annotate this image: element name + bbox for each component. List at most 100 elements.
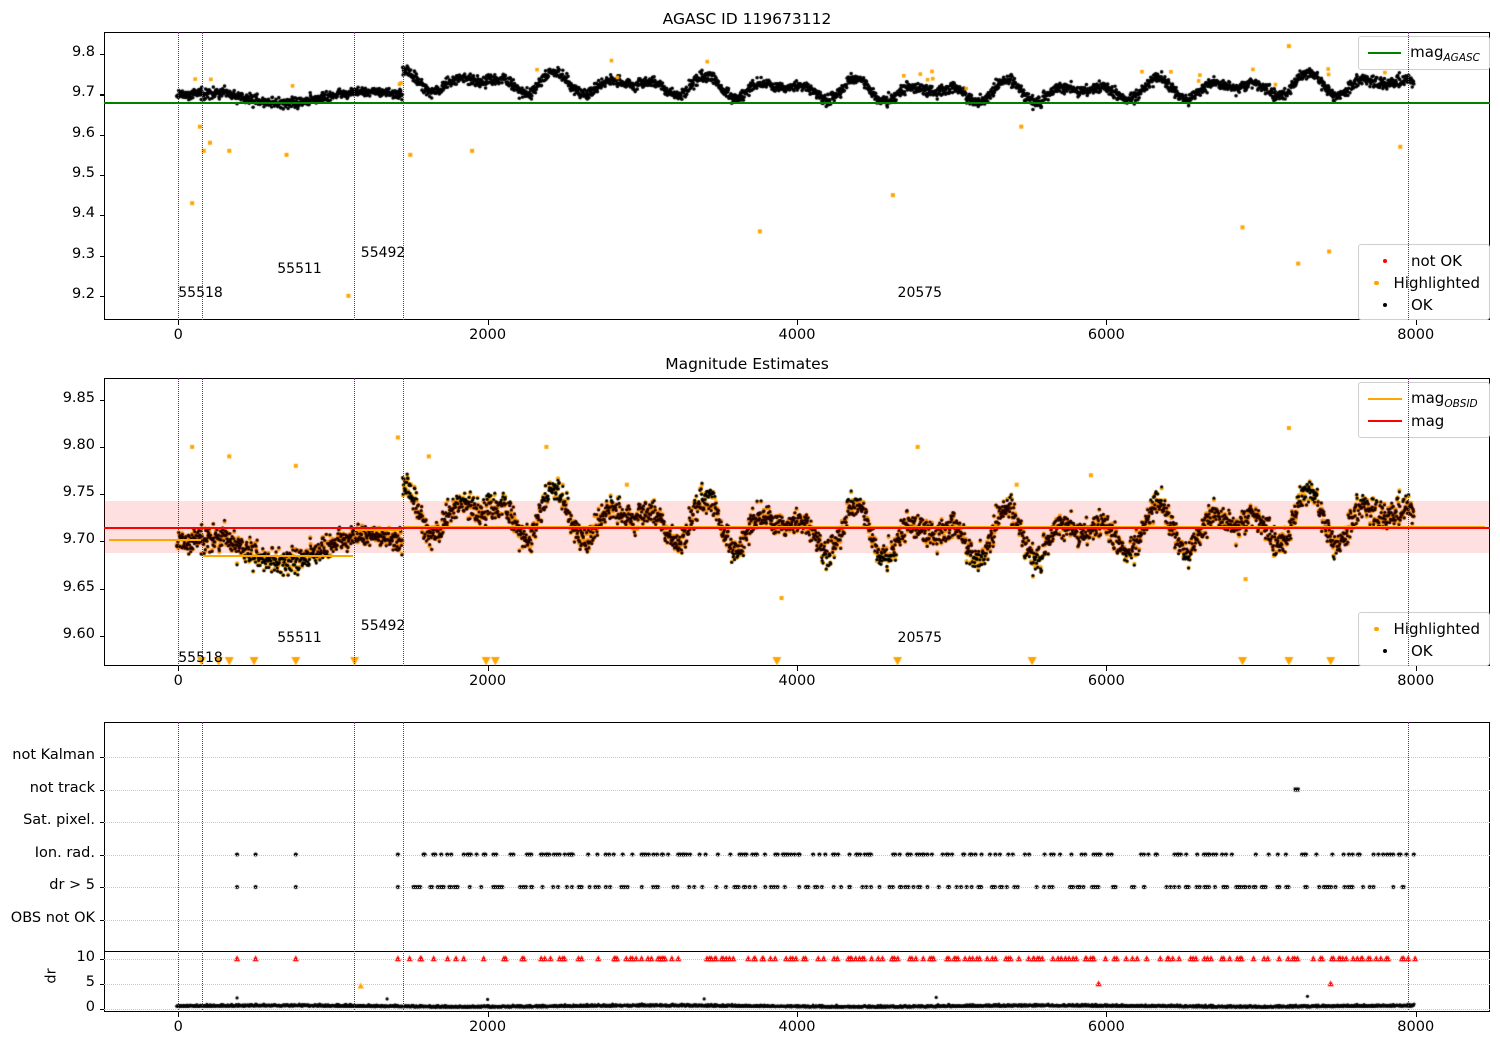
x-tick-mark-top [1415,320,1417,325]
y-tick-label-top: 9.4 [71,205,95,222]
y-tick-mark-mid [99,446,104,449]
x-tick-label-top: 4000 [778,327,816,343]
x-tick-mark-mid [797,666,799,671]
y-tick-label-mid: 9.85 [62,389,95,406]
dr-tick-label: 5 [85,973,95,990]
y-tick-label-mid: 9.65 [62,578,95,595]
flag-row-label: Sat. pixel. [23,812,95,828]
obsid-divider-line [1408,378,1410,666]
y-tick-label-top: 9.2 [71,285,95,302]
x-tick-mark-mid [1415,666,1417,671]
flag-gridline [104,822,1490,823]
y-tick-mark-top [99,295,104,297]
y-tick-mark-mid [99,588,104,590]
obsid-annotation: 55492 [360,617,406,634]
x-tick-label-bottom: 4000 [778,1019,816,1035]
y-tick-mark-mid [99,635,104,637]
mag-obsid-reference-line [354,529,401,532]
x-tick-mark-mid [178,666,180,671]
y-tick-mark-top [99,215,104,217]
y-tick-label-top: 9.5 [71,164,95,181]
y-tick-mark-mid [99,399,104,401]
dr-gridline [104,1008,1490,1010]
x-tick-label-mid: 6000 [1087,673,1125,689]
flag-row-label: not track [29,779,95,796]
x-tick-mark-bottom [1106,1012,1108,1017]
y-tick-label-top: 9.8 [71,44,95,61]
x-tick-label-mid: 8000 [1397,673,1435,689]
x-tick-label-top: 0 [173,327,183,343]
y-tick-label-top: 9.3 [71,245,95,262]
x-tick-mark-bottom [487,1012,489,1017]
flag-tick-mark [99,757,104,759]
x-tick-label-top: 6000 [1087,327,1125,343]
x-tick-label-top: 8000 [1397,327,1435,343]
x-tick-mark-top [487,320,489,325]
obsid-annotation: 20575 [897,630,943,647]
dr-tick-label: 10 [76,948,95,965]
flag-tick-mark [99,822,104,824]
obsid-divider-line [353,722,355,1012]
obsid-divider-line [402,378,404,666]
obsid-divider-line [178,378,180,666]
y-tick-label-top: 9.6 [71,124,95,141]
obsid-divider-line [202,722,204,1012]
mag-obsid-reference-line [203,555,354,558]
x-tick-label-bottom: 6000 [1087,1019,1125,1035]
mag-agasc-reference-line [104,102,1490,105]
obsid-annotation: 55511 [277,630,322,647]
obsid-divider-line [353,32,355,320]
x-tick-label-top: 2000 [469,327,507,343]
obsid-divider-line [178,32,180,320]
obsid-annotation: 55511 [277,260,322,277]
x-tick-label-bottom: 8000 [1397,1019,1435,1035]
x-tick-label-bottom: 0 [173,1019,183,1035]
y-tick-mark-mid [99,494,104,496]
dr-gridline [104,958,1490,960]
y-tick-mark-mid [99,541,104,543]
y-tick-mark-top [99,174,104,177]
obsid-divider-line [202,32,204,320]
mag-reference-line [104,526,1490,529]
mag-obsid-reference-line [108,538,202,541]
x-tick-mark-bottom [178,1012,180,1017]
obsid-divider-line [178,722,180,1012]
x-tick-mark-bottom [1415,1012,1417,1017]
obsid-divider-line [1408,32,1410,320]
obsid-divider-line [202,378,204,666]
flag-row-label: OBS not OK [10,909,95,926]
dr-gridline [104,983,1490,985]
flag-gridline [104,887,1490,888]
flag-gridline [104,919,1490,921]
obsid-annotation: 55518 [178,649,223,666]
x-tick-label-bottom: 2000 [469,1019,507,1035]
flag-tick-mark [99,919,104,921]
y-tick-mark-top [99,255,104,257]
obsid-annotation: 55492 [360,244,406,261]
x-tick-label-mid: 4000 [778,673,816,689]
x-tick-label-mid: 2000 [469,673,507,689]
obsid-annotation: 55518 [178,284,223,301]
x-tick-mark-top [178,320,180,325]
flag-tick-mark [99,789,104,791]
x-tick-mark-bottom [797,1012,799,1017]
y-tick-label-mid: 9.80 [62,436,95,453]
x-tick-label-mid: 0 [173,673,183,689]
x-tick-mark-mid [1106,666,1108,671]
y-tick-label-mid: 9.60 [62,625,95,642]
obsid-divider-line [402,32,404,320]
obsid-annotation: 20575 [897,284,943,301]
y-tick-label-mid: 9.70 [62,531,95,548]
y-tick-mark-top [99,134,104,136]
flag-row-label: not Kalman [12,747,95,763]
flag-gridline [104,789,1490,791]
flag-tick-mark [99,887,104,889]
y-tick-label-top: 9.7 [71,84,95,101]
flag-gridline [104,757,1490,758]
x-tick-mark-top [1106,320,1108,325]
flag-gridline [104,854,1490,856]
y-tick-label-mid: 9.75 [62,484,95,501]
dr-tick-label: 0 [85,998,95,1015]
